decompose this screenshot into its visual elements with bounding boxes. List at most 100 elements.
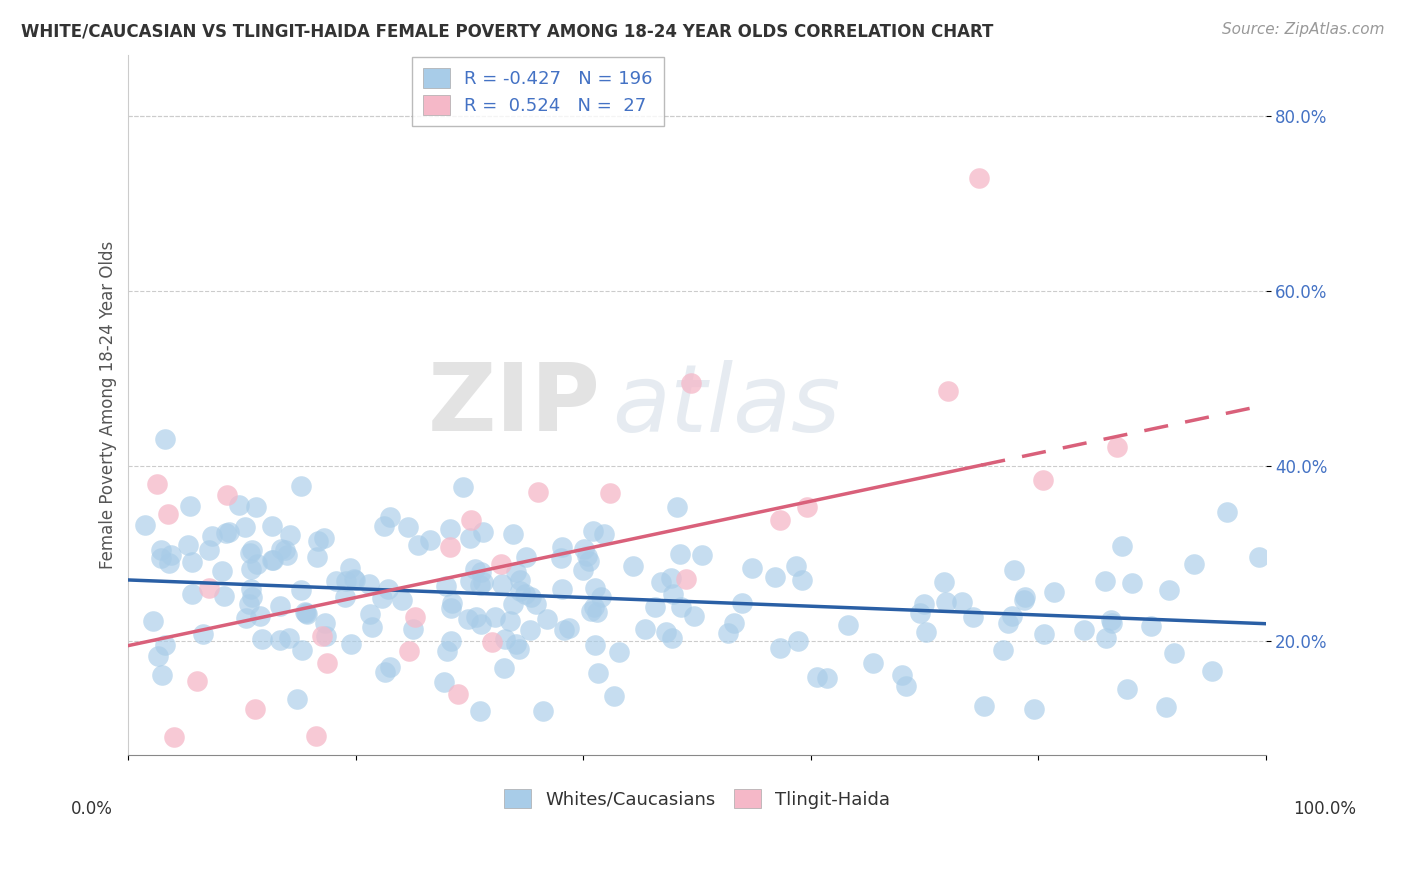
- Point: [249, 608, 271, 623]
- Point: [650, 574, 672, 589]
- Point: [262, 519, 284, 533]
- Point: [505, 565, 527, 579]
- Point: [690, 548, 713, 562]
- Point: [1012, 593, 1035, 607]
- Point: [290, 479, 312, 493]
- Point: [212, 589, 235, 603]
- Point: [333, 590, 356, 604]
- Point: [290, 583, 312, 598]
- Point: [149, 551, 172, 566]
- Point: [470, 565, 492, 579]
- Text: 0.0%: 0.0%: [70, 800, 112, 818]
- Point: [1201, 665, 1223, 679]
- Point: [837, 618, 859, 632]
- Point: [572, 563, 595, 577]
- Point: [468, 577, 491, 591]
- Point: [391, 593, 413, 607]
- Point: [270, 541, 292, 556]
- Point: [470, 616, 492, 631]
- Point: [472, 575, 495, 590]
- Point: [250, 632, 273, 647]
- Point: [307, 534, 329, 549]
- Point: [1111, 539, 1133, 553]
- Point: [661, 631, 683, 645]
- Point: [343, 573, 366, 587]
- Point: [908, 606, 931, 620]
- Point: [339, 561, 361, 575]
- Point: [276, 548, 298, 562]
- Point: [314, 616, 336, 631]
- Point: [1014, 590, 1036, 604]
- Point: [1101, 616, 1123, 631]
- Point: [163, 731, 186, 745]
- Point: [661, 571, 683, 585]
- Point: [373, 519, 395, 533]
- Point: [419, 533, 441, 548]
- Point: [245, 702, 267, 716]
- Point: [991, 642, 1014, 657]
- Point: [361, 620, 384, 634]
- Text: 100.0%: 100.0%: [1294, 800, 1355, 818]
- Point: [583, 582, 606, 596]
- Point: [239, 546, 262, 560]
- Point: [790, 574, 813, 588]
- Point: [464, 562, 486, 576]
- Point: [153, 432, 176, 446]
- Point: [180, 587, 202, 601]
- Point: [359, 607, 381, 621]
- Point: [295, 606, 318, 620]
- Point: [593, 527, 616, 541]
- Point: [465, 609, 488, 624]
- Point: [1182, 557, 1205, 571]
- Point: [157, 556, 180, 570]
- Point: [489, 557, 512, 571]
- Point: [228, 498, 250, 512]
- Point: [787, 634, 810, 648]
- Point: [457, 612, 479, 626]
- Point: [583, 639, 606, 653]
- Point: [335, 574, 357, 588]
- Point: [1094, 574, 1116, 588]
- Point: [359, 577, 381, 591]
- Point: [179, 500, 201, 514]
- Point: [451, 480, 474, 494]
- Point: [240, 542, 263, 557]
- Point: [591, 590, 613, 604]
- Point: [217, 488, 239, 502]
- Point: [235, 610, 257, 624]
- Point: [785, 558, 807, 573]
- Point: [484, 610, 506, 624]
- Point: [665, 500, 688, 514]
- Point: [398, 644, 420, 658]
- Point: [378, 660, 401, 674]
- Text: atlas: atlas: [612, 359, 839, 450]
- Point: [499, 614, 522, 628]
- Point: [634, 623, 657, 637]
- Point: [603, 689, 626, 703]
- Point: [582, 524, 605, 539]
- Point: [1001, 609, 1024, 624]
- Point: [198, 542, 221, 557]
- Point: [406, 538, 429, 552]
- Point: [730, 596, 752, 610]
- Point: [644, 599, 666, 614]
- Point: [1105, 440, 1128, 454]
- Point: [246, 557, 269, 571]
- Point: [307, 550, 329, 565]
- Point: [574, 541, 596, 556]
- Point: [239, 582, 262, 596]
- Point: [285, 692, 308, 706]
- Point: [458, 532, 481, 546]
- Point: [201, 528, 224, 542]
- Point: [494, 632, 516, 646]
- Point: [233, 520, 256, 534]
- Point: [669, 547, 692, 561]
- Point: [1156, 700, 1178, 714]
- Point: [914, 597, 936, 611]
- Point: [716, 625, 738, 640]
- Point: [621, 558, 644, 573]
- Point: [436, 644, 458, 658]
- Point: [526, 597, 548, 611]
- Point: [662, 587, 685, 601]
- Point: [583, 599, 606, 614]
